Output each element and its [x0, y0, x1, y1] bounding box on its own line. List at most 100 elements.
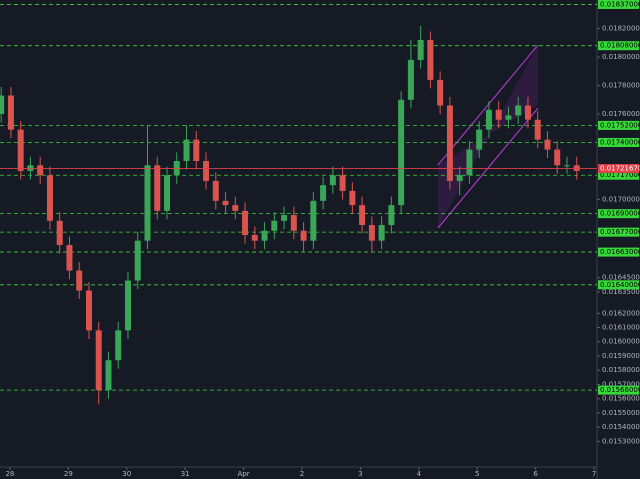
- candle-body: [203, 160, 210, 181]
- candle-body: [222, 200, 229, 206]
- candle-body: [359, 205, 366, 226]
- x-tick-label: 31: [181, 470, 190, 478]
- level-label-box: [598, 137, 639, 147]
- level-label-box: [598, 170, 639, 180]
- x-tick-label: 28: [5, 470, 14, 478]
- last-price-box: [598, 164, 639, 174]
- x-tick-label: Apr: [238, 470, 250, 478]
- x-tick-label: 5: [475, 470, 479, 478]
- candle-body: [95, 330, 102, 391]
- candle-body: [310, 200, 317, 241]
- level-label: 0.01566000: [600, 386, 640, 394]
- candle-body: [261, 230, 268, 241]
- candle-body: [46, 175, 53, 221]
- level-label: 0.01677000: [600, 228, 640, 236]
- candle-body: [154, 165, 161, 211]
- candle-body: [407, 59, 414, 100]
- candle-body: [573, 165, 580, 171]
- candle-body: [515, 105, 522, 116]
- candle-body: [37, 165, 44, 176]
- candle-body: [476, 129, 483, 150]
- channel-drawing: [437, 44, 539, 229]
- candle-body: [349, 190, 356, 206]
- candle-body: [505, 115, 512, 120]
- level-label: 0.01808000: [600, 42, 640, 50]
- x-tick-label: 4: [417, 470, 422, 478]
- level-label-box: [598, 41, 639, 51]
- candle-body: [300, 230, 307, 241]
- candle-body: [115, 330, 122, 361]
- candle-body: [124, 280, 131, 331]
- candle-body: [183, 139, 190, 161]
- candle-body: [339, 175, 346, 191]
- candle-body: [134, 240, 141, 281]
- y-tick-label: 0.01530000: [602, 437, 640, 445]
- candle-body: [76, 270, 83, 291]
- x-tick-label: 30: [122, 470, 131, 478]
- candle-body: [17, 129, 24, 171]
- candle-body: [466, 149, 473, 176]
- candle-body: [554, 149, 561, 166]
- candle-body: [27, 165, 34, 171]
- candle-body: [378, 225, 385, 241]
- candle-body: [534, 119, 541, 140]
- x-tick-label: 7: [592, 470, 596, 478]
- candle-body: [144, 165, 151, 241]
- level-label-box: [598, 247, 639, 257]
- x-tick-label: 29: [64, 470, 73, 478]
- last-price-label: 0.01721670: [600, 165, 640, 173]
- candle-body: [456, 175, 463, 181]
- candle-body: [368, 225, 375, 241]
- candle-body: [388, 205, 395, 226]
- level-label: 0.01752000: [600, 121, 640, 129]
- candle-body: [544, 139, 551, 150]
- candle-body: [495, 109, 502, 120]
- candle-body: [281, 215, 288, 221]
- candle-body: [173, 160, 180, 176]
- candle-body: [56, 220, 63, 245]
- candle-body: [329, 175, 336, 186]
- candle-body: [232, 205, 239, 211]
- level-label: 0.01837000: [600, 0, 640, 8]
- level-label: 0.01690000: [600, 210, 640, 218]
- channel-line: [437, 44, 539, 166]
- candle-body: [242, 210, 249, 235]
- candle-body: [85, 290, 92, 331]
- level-label-box: [598, 385, 639, 395]
- level-label-box: [598, 227, 639, 237]
- candle-body: [524, 105, 531, 120]
- candle-body: [485, 109, 492, 130]
- candle-body: [105, 360, 112, 391]
- channel-fill: [438, 45, 538, 228]
- candle-body: [563, 165, 570, 167]
- x-tick-label: 3: [358, 470, 362, 478]
- level-label-box: [598, 120, 639, 130]
- candle-body: [271, 220, 278, 231]
- candle-body: [164, 175, 171, 211]
- x-tick-label: 6: [533, 470, 538, 478]
- candle-body: [290, 215, 297, 231]
- candle-body: [427, 40, 434, 80]
- level-label: 0.01640000: [600, 281, 640, 289]
- level-label: 0.01717000: [600, 171, 640, 179]
- level-label-box: [598, 280, 639, 290]
- level-label: 0.01663000: [600, 248, 640, 256]
- level-label-box: [598, 0, 639, 9]
- candle-body: [417, 40, 424, 60]
- candle-body: [66, 244, 73, 271]
- x-tick-label: 2: [300, 470, 304, 478]
